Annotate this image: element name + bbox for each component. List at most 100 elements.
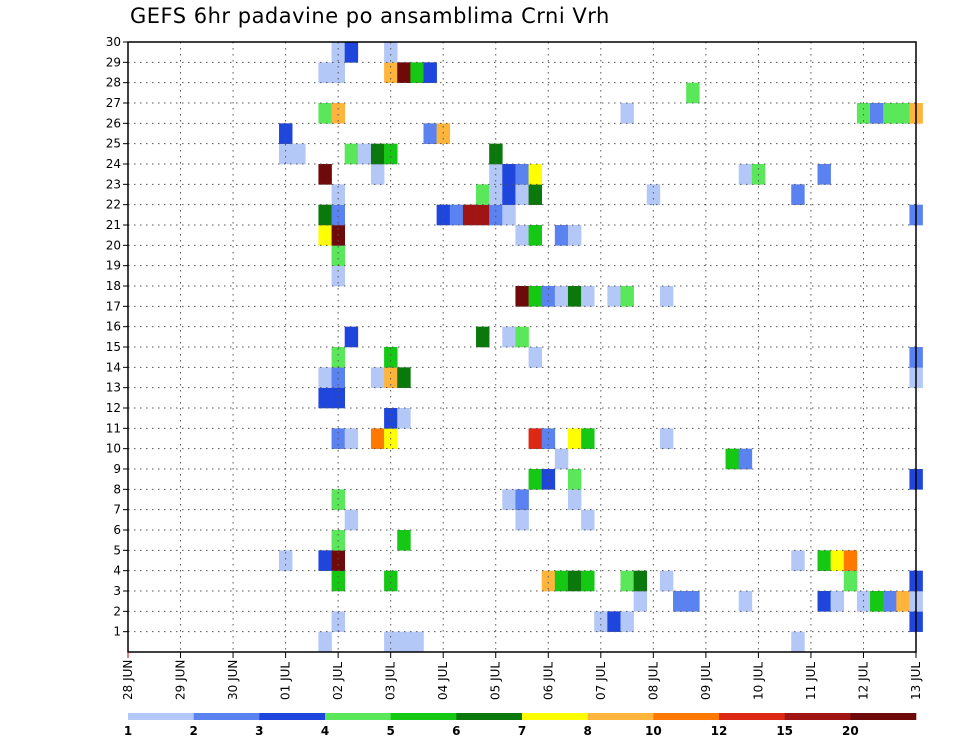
x-tick-label: 09 JUL [699,662,713,700]
y-tick-label: 30 [106,35,121,49]
y-tick-label: 1 [113,625,121,639]
heatmap-cell [620,103,634,124]
legend-swatch [850,713,917,720]
heatmap-cell [567,570,582,592]
heatmap-cell [344,509,359,531]
heatmap-cell [581,570,595,592]
y-tick-label: 16 [106,320,121,334]
legend-label: 10 [645,724,662,738]
heatmap-cell [331,611,345,632]
y-tick-label: 17 [106,299,121,313]
x-tick-label: 29 JUN [174,660,188,700]
heatmap-cell [384,367,398,388]
x-tick-label: 01 JUL [279,662,293,700]
heatmap-cell [896,103,910,124]
heatmap-cell [344,143,359,165]
heatmap-cell [318,550,332,571]
heatmap-cell [410,62,424,83]
heatmap-cell [462,204,477,226]
heatmap-cell [384,347,398,368]
x-tick-label: 11 JUL [804,662,818,700]
heatmap-cell [620,570,634,592]
heatmap-cell [594,611,608,632]
heatmap-cell [331,265,345,287]
legend-label: 6 [452,724,460,738]
y-tick-label: 11 [106,421,121,435]
heatmap-cell [673,591,687,612]
chart-title: GEFS 6hr padavine po ansamblima Crni Vrh [130,4,610,28]
x-tick-label: 07 JUL [594,662,608,700]
legend-swatch [193,713,260,720]
heatmap-cell [331,367,345,388]
y-tick-label: 29 [106,55,121,69]
heatmap-cell [344,326,359,348]
heatmap-cell [554,570,569,592]
y-tick-label: 8 [113,482,121,496]
legend-label: 7 [518,724,526,738]
legend-label: 2 [189,724,197,738]
heatmap-cells [279,42,923,653]
y-axis: 1234567891011121314151617181920212223242… [106,35,128,639]
heatmap-cell [318,103,332,124]
heatmap-cell [725,448,739,470]
heatmap-cell [791,184,805,205]
legend-swatch [456,713,523,720]
heatmap-cell [318,367,332,388]
legend-label: 4 [321,724,329,738]
x-tick-label: 04 JUL [436,662,450,700]
heatmap-cell [659,570,674,592]
y-tick-label: 19 [106,259,121,273]
x-tick-label: 13 JUL [909,662,923,700]
heatmap-cell [489,204,503,226]
heatmap-cell [331,42,345,63]
heatmap-cell [331,103,345,124]
y-tick-label: 27 [106,96,121,110]
heatmap-cell [331,245,345,266]
heatmap-cell [436,204,451,226]
heatmap-cell [344,42,359,63]
legend-swatch [719,713,785,720]
heatmap-cell [331,184,345,205]
heatmap-cell [384,42,398,63]
heatmap-cell [843,550,858,571]
heatmap-cell [476,184,490,205]
x-tick-label: 30 JUN [226,660,240,700]
heatmap-cell [397,530,411,551]
heatmap-cell [397,62,411,83]
heatmap-cell [554,286,569,307]
legend-swatch [325,713,391,720]
heatmap-cell [331,204,345,226]
heatmap-cell [896,591,910,612]
heatmap-cell [686,591,700,612]
heatmap-cell [581,428,595,449]
heatmap-cell [436,123,451,144]
legend-label: 15 [776,724,793,738]
heatmap-cell [817,164,831,185]
x-axis: 28 JUN 29 JUN 30 JUN 01 JUL 02 JUL 03 JUL 04 J… [121,652,923,700]
heatmap-cell [567,428,582,449]
heatmap-cell [515,164,529,185]
y-tick-label: 13 [106,381,121,395]
heatmap-cell [292,143,306,165]
y-tick-label: 24 [106,157,121,171]
heatmap-cell [384,408,398,429]
heatmap-cell [515,489,529,510]
heatmap-cell [554,448,569,470]
legend-label: 1 [124,724,132,738]
heatmap-cell [515,225,529,246]
heatmap-cell [567,225,582,246]
heatmap-cell [318,62,332,83]
heatmap-cell [830,550,845,571]
heatmap-cell [515,184,529,205]
heatmap-cell [397,408,411,429]
y-tick-label: 20 [106,238,121,252]
heatmap-cell [502,204,516,226]
x-tick-label: 03 JUL [384,662,398,700]
heatmap-cell [318,164,332,185]
color-legend: 1 2 3 4 5 6 7 8 10 12 15 20 [124,713,917,738]
heatmap-cell [344,428,359,449]
heatmap-cell [515,509,529,531]
y-tick-label: 6 [113,523,121,537]
x-tick-label: 06 JUL [541,662,555,700]
heatmap-cell [502,326,516,348]
